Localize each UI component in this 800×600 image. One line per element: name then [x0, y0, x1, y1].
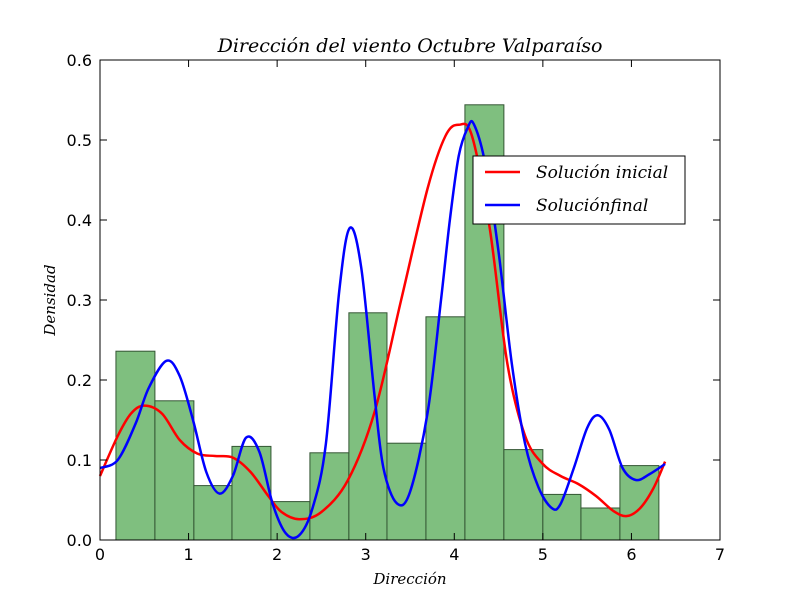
- x-axis-label: Dirección: [372, 570, 446, 588]
- y-tick-label: 0.5: [67, 131, 92, 150]
- density-lines: [98, 119, 667, 540]
- legend-box: [472, 155, 686, 225]
- histogram-bar: [619, 465, 660, 541]
- x-tick-label: 0: [95, 545, 105, 564]
- histogram-bar: [115, 350, 156, 541]
- y-tick-label: 0.0: [67, 531, 92, 550]
- y-tick-label: 0.6: [67, 51, 92, 70]
- y-axis-label: Densidad: [41, 264, 59, 336]
- y-tick-label: 0.3: [67, 291, 92, 310]
- legend-label-solucion-inicial: Solución inicial: [536, 163, 668, 183]
- y-tick-label: 0.1: [67, 451, 92, 470]
- x-tick-label: 2: [272, 545, 282, 564]
- x-tick-label: 7: [715, 545, 725, 564]
- x-tick-label: 4: [449, 545, 459, 564]
- histogram-bar: [425, 316, 466, 541]
- chart-title: Dirección del viento Octubre Valparaíso: [217, 35, 603, 57]
- histogram-bar: [348, 312, 388, 541]
- x-tick-label: 1: [183, 545, 193, 564]
- histogram-bar: [503, 449, 544, 541]
- axis-ticks: 0 1 2 3 4 5 6 7 0.0 0.1 0.2 0.3 0.4 0.5 0.6: [67, 51, 726, 564]
- histogram-bar: [154, 400, 195, 541]
- legend-label-solucion-final: Soluciónfinal: [536, 196, 648, 216]
- histogram-bar: [309, 452, 350, 541]
- x-tick-label: 5: [538, 545, 548, 564]
- histogram-bar: [193, 485, 233, 541]
- y-tick-label: 0.4: [67, 211, 92, 230]
- density-line-solucion-inicial: [98, 122, 667, 521]
- density-line-solucion-final: [99, 119, 666, 540]
- y-tick-label: 0.2: [67, 371, 92, 390]
- x-tick-label: 3: [361, 545, 371, 564]
- x-tick-label: 6: [626, 545, 636, 564]
- legend: Solución inicial Soluciónfinal: [472, 155, 686, 225]
